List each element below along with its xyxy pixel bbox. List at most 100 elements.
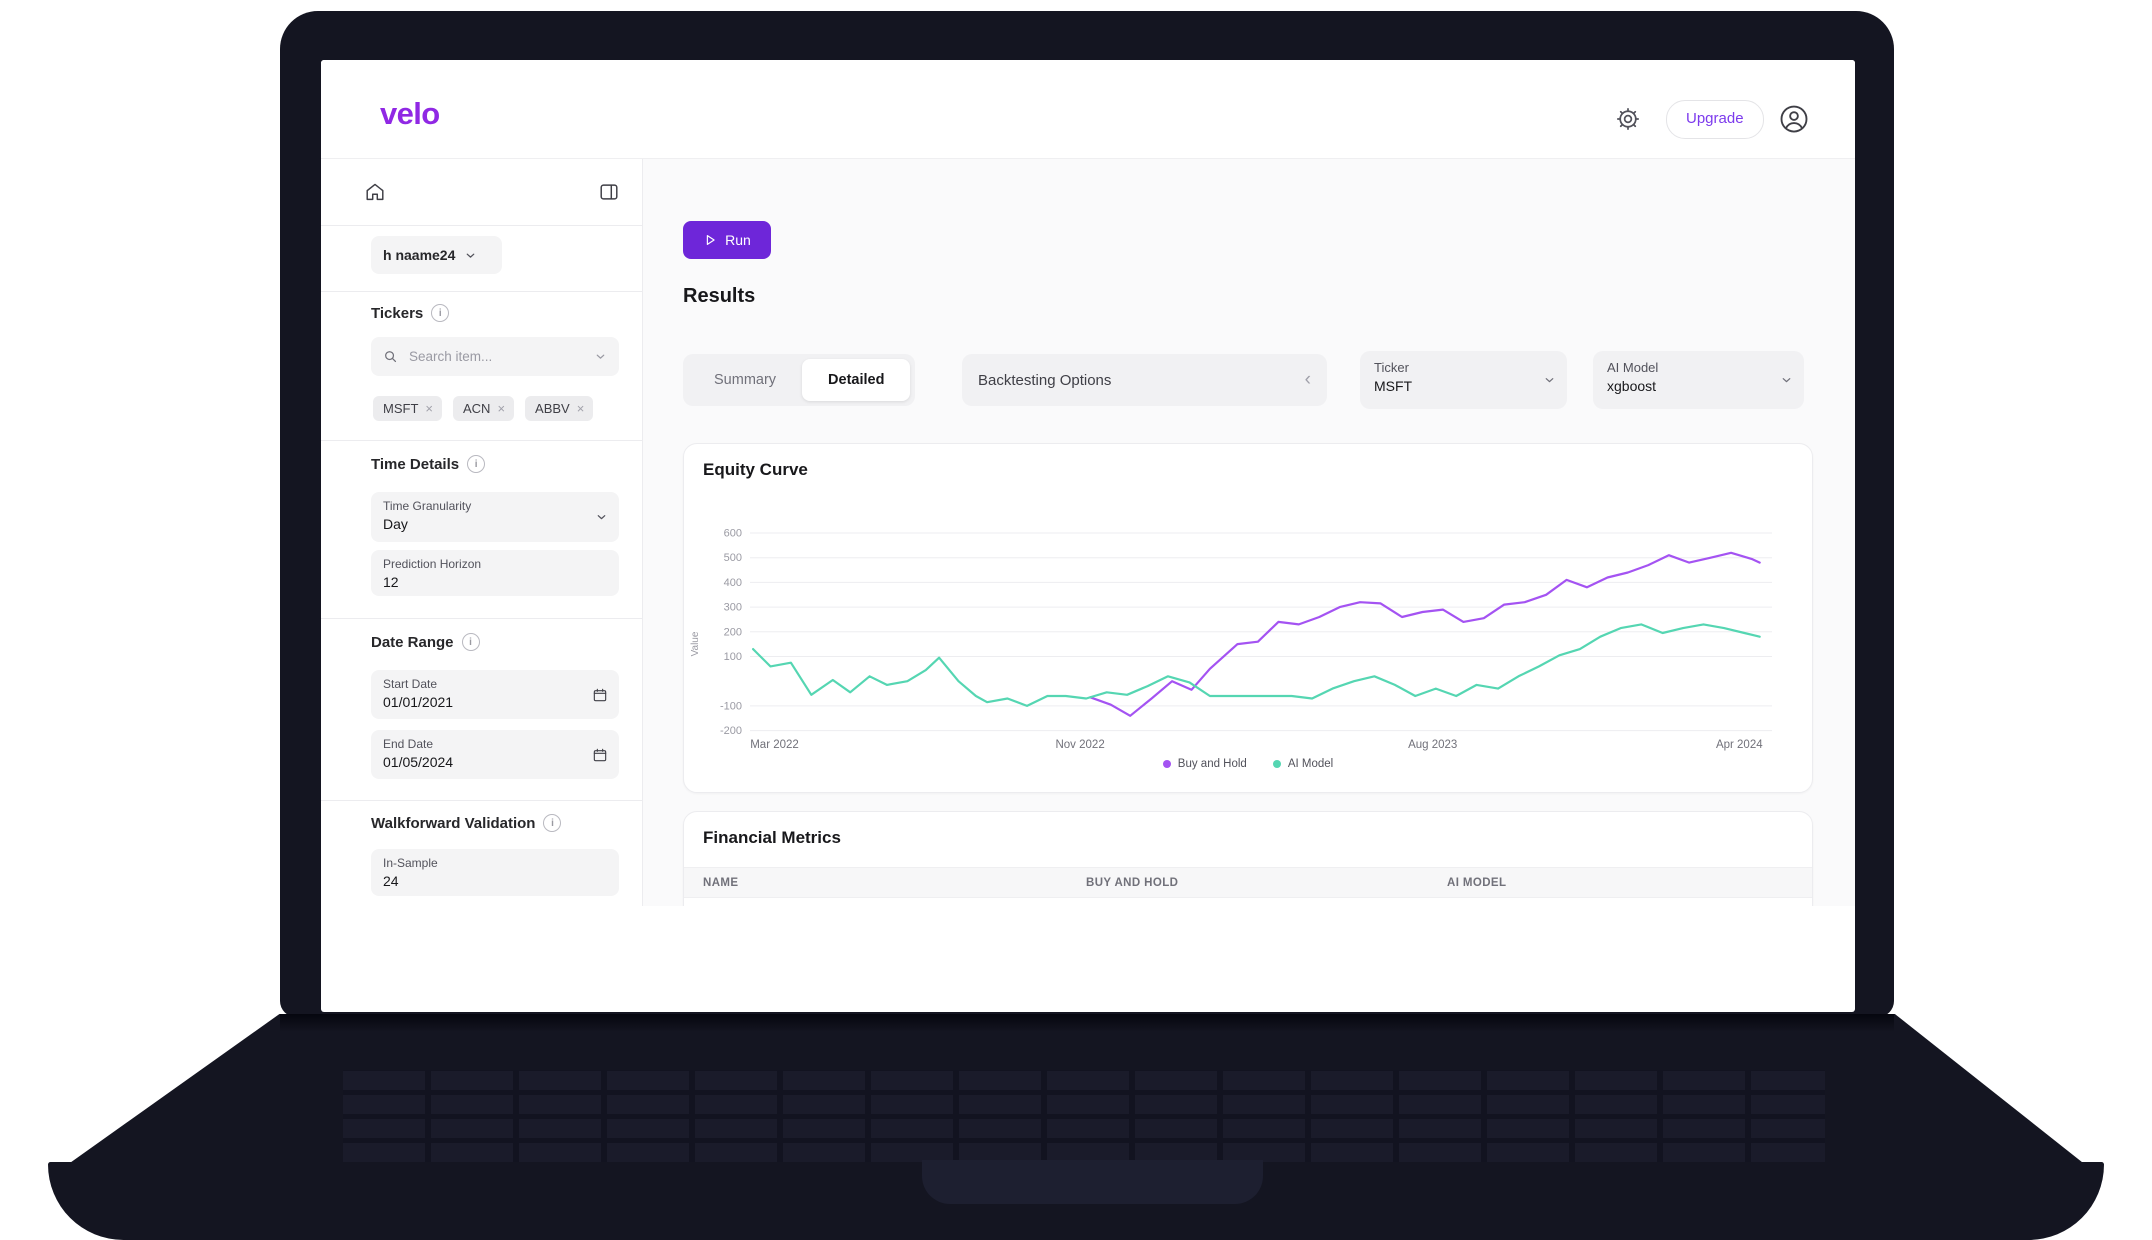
laptop-screen: velo Upgrade [321, 60, 1855, 1012]
field-label: Time Granularity [383, 499, 472, 513]
time-details-title-label: Time Details [371, 455, 460, 473]
svg-text:Mar 2022: Mar 2022 [750, 739, 799, 751]
svg-text:200: 200 [724, 626, 742, 638]
legend-item: AI Model [1272, 758, 1334, 770]
chevron-down-icon [1780, 374, 1793, 387]
chip-label: ACN [462, 401, 491, 416]
run-button-label: Run [725, 232, 751, 248]
chip-remove-icon[interactable]: × [497, 401, 506, 416]
equity-curve-card: Equity Curve 600 500 400 300 200 100 -100 -200 V… [683, 443, 1813, 793]
equity-curve-title: Equity Curve [703, 460, 808, 479]
search-input[interactable] [407, 348, 585, 365]
ticker-chip: MSFT × [373, 396, 442, 421]
column-header-buy-and-hold: BUY AND HOLD [1086, 876, 1179, 889]
field-value: 01/05/2024 [383, 754, 454, 770]
ticker-search [371, 337, 619, 376]
field-label: End Date [383, 737, 434, 751]
field-label: Start Date [383, 677, 438, 691]
backtesting-options-button[interactable]: Backtesting Options ‹ [962, 354, 1327, 406]
upgrade-button[interactable]: Upgrade [1666, 100, 1764, 139]
sidebar-divider [321, 225, 642, 226]
tickers-section-title: Tickers i [371, 304, 450, 322]
user-avatar-icon[interactable] [1779, 104, 1809, 134]
calendar-icon[interactable] [592, 687, 608, 703]
ticker-chips: MSFT × ACN × ABBV × [373, 396, 594, 421]
walkforward-section-title: Walkforward Validation i [371, 814, 562, 832]
info-icon[interactable]: i [467, 455, 486, 473]
chevron-left-icon: ‹ [1304, 369, 1311, 390]
home-icon[interactable] [364, 181, 386, 203]
field-value: 01/01/2021 [383, 694, 454, 710]
sidebar: h naame24 Tickers i MSFT × ACN × ABBV × Tim… [321, 159, 643, 906]
legend-label: AI Model [1287, 758, 1334, 770]
chevron-down-icon [467, 253, 475, 258]
tickers-title-label: Tickers [371, 304, 424, 322]
start-date-field[interactable]: Start Date 01/01/2021 [371, 670, 619, 719]
results-tabs: Summary Detailed [683, 354, 916, 406]
app-body: h naame24 Tickers i MSFT × ACN × ABBV × Tim… [321, 159, 1855, 906]
in-sample-field[interactable]: In-Sample 24 [371, 849, 619, 896]
laptop-keyboard [343, 1070, 1825, 1162]
chip-remove-icon[interactable]: × [425, 401, 433, 416]
walkforward-title-label: Walkforward Validation [371, 814, 536, 832]
sidebar-divider [321, 440, 642, 441]
chevron-down-icon [596, 354, 605, 359]
chip-label: ABBV [535, 401, 570, 416]
info-icon[interactable]: i [543, 814, 562, 832]
svg-text:Value: Value [690, 631, 701, 656]
chart-legend: Buy and Hold AI Model [684, 758, 1812, 770]
tab-summary[interactable]: Summary [714, 372, 777, 388]
results-heading: Results [683, 285, 756, 307]
sidebar-divider [321, 618, 642, 619]
svg-text:-100: -100 [720, 700, 742, 712]
svg-text:Aug 2023: Aug 2023 [1408, 739, 1457, 751]
project-selector-label: h naame24 [383, 247, 456, 263]
settings-gear-icon[interactable] [1615, 106, 1641, 132]
ticker-dropdown[interactable]: Ticker MSFT [1360, 351, 1567, 409]
play-icon [706, 235, 715, 245]
end-date-field[interactable]: End Date 01/05/2024 [371, 730, 619, 779]
dropdown-value: xgboost [1607, 378, 1657, 394]
svg-text:500: 500 [724, 552, 742, 564]
time-granularity-select[interactable]: Time Granularity Day [371, 492, 619, 542]
financial-metrics-title: Financial Metrics [703, 828, 841, 847]
field-value: 12 [383, 574, 399, 590]
info-icon[interactable]: i [461, 633, 480, 651]
svg-text:600: 600 [724, 528, 742, 540]
financial-metrics-card: Financial Metrics NAME BUY AND HOLD AI M… [683, 811, 1813, 906]
velo-logo: velo [380, 96, 440, 131]
column-header-ai-model: AI MODEL [1447, 876, 1507, 889]
ticker-chip: ABBV × [525, 396, 594, 421]
column-header-name: NAME [703, 876, 739, 889]
field-label: In-Sample [383, 856, 438, 870]
info-icon[interactable]: i [431, 304, 450, 322]
laptop-hinge-shadow [280, 1014, 1894, 1032]
field-label: Prediction Horizon [383, 557, 482, 571]
svg-text:Apr 2024: Apr 2024 [1716, 739, 1763, 751]
date-range-title-label: Date Range [371, 633, 454, 651]
sidebar-divider [321, 800, 642, 801]
svg-text:Nov 2022: Nov 2022 [1055, 739, 1104, 751]
date-range-section-title: Date Range i [371, 633, 480, 651]
legend-dot-icon [1162, 760, 1171, 768]
run-button[interactable]: Run [683, 221, 771, 259]
time-details-section-title: Time Details i [371, 455, 486, 473]
legend-label: Buy and Hold [1177, 758, 1247, 770]
equity-curve-chart: 600 500 400 300 200 100 -100 -200 Value Mar 2022 N… [690, 528, 1772, 751]
chip-remove-icon[interactable]: × [576, 401, 585, 416]
metrics-table-header: NAME BUY AND HOLD AI MODEL [684, 867, 1812, 898]
dropdown-label: Ticker [1374, 360, 1409, 375]
backtesting-options-label: Backtesting Options [978, 371, 1112, 389]
svg-text:-200: -200 [720, 725, 742, 737]
tab-detailed[interactable]: Detailed [802, 359, 911, 401]
app-header: velo Upgrade [321, 60, 1855, 159]
ai-model-dropdown[interactable]: AI Model xgboost [1593, 351, 1804, 409]
legend-item: Buy and Hold [1162, 758, 1247, 770]
project-selector[interactable]: h naame24 [371, 236, 502, 274]
sidebar-toggle-icon[interactable] [598, 181, 620, 203]
calendar-icon[interactable] [592, 747, 608, 763]
svg-text:300: 300 [724, 602, 742, 614]
prediction-horizon-field[interactable]: Prediction Horizon 12 [371, 550, 619, 596]
field-value: Day [383, 516, 408, 532]
svg-text:400: 400 [724, 577, 742, 589]
